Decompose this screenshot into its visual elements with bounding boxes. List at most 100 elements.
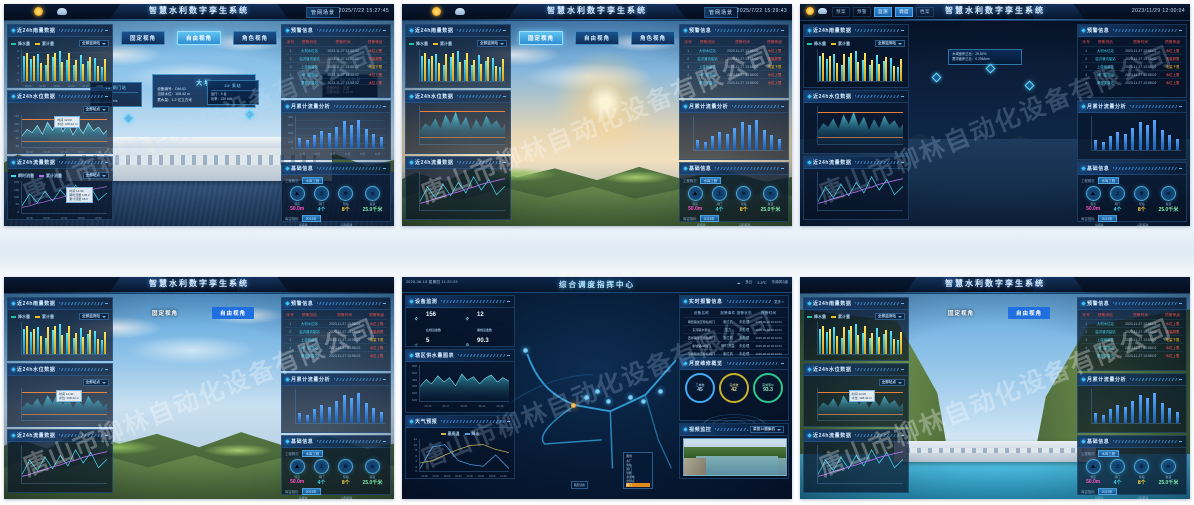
stat-pump[interactable]: ⚙ 泵站 8个 xyxy=(1134,186,1150,213)
legend-item-5[interactable]: 监测点 xyxy=(626,478,635,483)
table-row[interactable]: 2 溢洪道流量站 2023-11-27 13:58:02 流量超限 xyxy=(285,54,387,63)
basic-year-button[interactable]: 2023年 xyxy=(301,488,321,495)
scene-3d-1[interactable]: 大坝 设备编号：DM-01 当前水位：108.42 m 蓄水量：1.2 亿立方米… xyxy=(4,20,394,226)
basic-year-button[interactable]: 2023年 xyxy=(1097,488,1117,495)
stat-channel[interactable]: ≋ 渠道 25.0千米 xyxy=(1159,459,1178,486)
basic-tag-button[interactable]: 水库工程 xyxy=(301,177,324,184)
month-flow-panel[interactable]: 月累计流量分析 400 300 200 100 0 xyxy=(281,100,391,160)
panel-collapse-icon[interactable] xyxy=(503,96,506,97)
stat-gate[interactable]: ⚓ 闸门 4个 xyxy=(711,186,727,213)
legend-item-0[interactable]: 水厂 xyxy=(626,458,632,463)
panel-collapse-icon[interactable] xyxy=(383,303,386,304)
panel-collapse-icon[interactable] xyxy=(1179,441,1182,442)
dashboard-screenshot-6[interactable]: 固定视角 自由视角 近24h雨量数据 降水量 累计量 全部监测站 xyxy=(800,277,1190,499)
panel-collapse-icon[interactable] xyxy=(105,30,108,31)
table-row[interactable]: 3 上游雨量站 2023-11-27 13:58:02 电量下限 xyxy=(1081,335,1183,344)
view-button-fixed[interactable]: 固定视角 xyxy=(151,311,178,317)
legend-item-3[interactable]: 管网 xyxy=(626,470,632,475)
stat-gate[interactable]: ⚓ 闸门 4个 xyxy=(1109,459,1125,486)
rain-panel[interactable]: 近24h雨量数据 降水量 累计量 全部监测站 xyxy=(7,297,113,361)
panel-collapse-icon[interactable] xyxy=(105,369,108,370)
table-row[interactable]: 2 溢洪道流量站 2023-11-27 13:58:02 流量超限 xyxy=(1081,54,1183,63)
panel-collapse-icon[interactable] xyxy=(105,303,108,304)
table-row[interactable]: 5 渠首流量站 2023-11-27 13:58:02 水位上限 xyxy=(285,78,387,86)
table-row[interactable]: 新城路2#闸门 瞬时流量 未处理 2025-06-18 09:12:04 xyxy=(683,341,785,350)
stat-gate[interactable]: ⚓ 闸门 4个 xyxy=(1109,186,1125,213)
sun-icon[interactable] xyxy=(806,7,814,15)
panel-collapse-icon[interactable] xyxy=(781,168,784,169)
map-node-valve-2[interactable] xyxy=(640,399,646,405)
table-row[interactable]: 3 上游雨量站 2023-11-27 13:58:02 电量下限 xyxy=(683,62,785,71)
basic-info-panel[interactable]: 基础信息 工程概况 水库工程 ⛰ 坝高 50.0m ⚓ 闸门 4个 ⚙ 泵站 8个 ≋ 渠道 2… xyxy=(679,162,789,226)
pump-info-card[interactable]: 2# 泵站 运行：3 台 功率：220 kW xyxy=(206,79,259,105)
stat-pump[interactable]: ⚙ 泵站 8个 xyxy=(736,186,752,213)
view-button-free[interactable]: 自由视角 xyxy=(1008,307,1051,319)
month-flow-panel[interactable]: 月累计流量分析 xyxy=(1077,100,1187,160)
sun-icon[interactable] xyxy=(432,7,441,16)
cloud-icon[interactable] xyxy=(455,8,465,15)
scene-tag[interactable]: 管网场景 xyxy=(703,7,738,18)
panel-collapse-icon[interactable] xyxy=(383,441,386,442)
area-info-card[interactable]: 水域面积占比：29.52% 蓄滞面积占比：0.295/km² xyxy=(948,48,1023,65)
stat-channel[interactable]: ≋ 渠道 25.0千米 xyxy=(761,186,780,213)
rain-panel[interactable]: 近24h雨量数据 降水量 累计量 全部监测站 8 6 4 xyxy=(7,24,113,88)
panel-collapse-icon[interactable] xyxy=(105,435,108,436)
table-row[interactable]: 1 大坝水位站 2023-11-27 13:58:02 水位上限 xyxy=(683,46,785,55)
map-node-pump-2[interactable] xyxy=(605,399,611,405)
cloud-icon[interactable] xyxy=(57,8,67,15)
panel-collapse-icon[interactable] xyxy=(781,106,784,107)
basic-tag-button[interactable]: 水库工程 xyxy=(301,450,324,457)
basic-year-button[interactable]: 2023年 xyxy=(301,215,321,222)
panel-collapse-icon[interactable] xyxy=(901,96,904,97)
month-maintenance-panel[interactable]: 月度维修概览 工单数 45 完成数 42 xyxy=(679,357,789,436)
panel-collapse-icon[interactable] xyxy=(901,369,904,370)
view-button-fixed[interactable]: 固定视角 xyxy=(947,311,974,317)
panel-collapse-icon[interactable] xyxy=(503,30,506,31)
level-station-select[interactable]: 全部站点 xyxy=(82,106,109,113)
basic-year-button[interactable]: 2023年 xyxy=(699,215,719,222)
rain-station-select[interactable]: 全部监测站 xyxy=(477,40,507,47)
layer-switch-button[interactable]: 图层切换 xyxy=(570,480,588,489)
level-panel[interactable]: 近24h水位数据 全部站点 xyxy=(803,363,909,427)
panel-collapse-icon[interactable] xyxy=(901,303,904,304)
view-button-fixed[interactable]: 固定视角 xyxy=(120,31,165,45)
camera-feed[interactable] xyxy=(683,438,787,476)
table-row[interactable]: 1 大坝水位站 2023-11-27 13:58:02 水位上限 xyxy=(285,46,387,55)
rain-station-select[interactable]: 全部监测站 xyxy=(875,313,905,320)
level-station-select[interactable]: 全部站点 xyxy=(82,379,109,386)
rain-panel[interactable]: 近24h雨量数据 降水量 累计量 全部监测站 xyxy=(803,297,909,361)
map-node-valve-1[interactable] xyxy=(627,395,633,400)
view-mode-buttons-1[interactable]: 固定视角 自由视角 角色视角 xyxy=(120,31,278,45)
panel-collapse-icon[interactable] xyxy=(1179,303,1182,304)
stat-pump[interactable]: ⚙ 泵站 8个 xyxy=(338,186,354,213)
stat-dam[interactable]: ⛰ 坝高 50.0m xyxy=(687,186,703,212)
table-row[interactable]: 沿线路加压泵站闸门 液位低 未处理 2025-06-18 09:12:04 xyxy=(683,349,785,357)
table-row[interactable]: 5 渠首流量站 2023-11-27 13:58:02 水位上限 xyxy=(285,351,387,359)
flow-panel[interactable]: 近24h流量数据 xyxy=(405,156,511,220)
stat-pump[interactable]: ⚙ 泵站 8个 xyxy=(338,459,354,486)
map-node-pump-1[interactable] xyxy=(594,388,600,394)
panel-collapse-icon[interactable] xyxy=(781,30,784,31)
nav-tab-monitor[interactable]: 监测 xyxy=(874,7,892,17)
realtime-alarm-panel[interactable]: 实时报警信息 更多 > 设备名称 报警事件 报警状态 报警时间 朝阳路加压泵站闸… xyxy=(679,295,789,357)
legend-item-4[interactable]: 水源地 xyxy=(626,474,635,479)
pipeline-network-map[interactable]: 图例 水厂 泵站 闸门 管网 水源地 监测点 阀门 图层切换 xyxy=(488,293,706,497)
flow-panel[interactable]: 近24h流量数据 xyxy=(7,429,113,493)
view-mode-buttons-2[interactable]: 固定视角 自由视角 角色视角 xyxy=(518,31,676,45)
stat-dam[interactable]: ⛰ 坝高 50.0m xyxy=(289,459,305,485)
map-node-plant[interactable] xyxy=(583,395,589,400)
basic-tag-button[interactable]: 水库工程 xyxy=(1097,177,1120,184)
rain-panel[interactable]: 近24h雨量数据 降水量 累计量 全部监测站 xyxy=(405,24,511,88)
table-row[interactable]: 2 溢洪道流量站 2023-11-27 13:58:02 流量超限 xyxy=(285,327,387,336)
table-row[interactable]: 4 闸门监测站 2023-11-27 13:58:02 水位上限 xyxy=(285,70,387,79)
panel-collapse-icon[interactable] xyxy=(383,106,386,107)
table-row[interactable]: 4 闸门监测站 2023-11-27 13:58:02 水位上限 xyxy=(683,70,785,79)
table-row[interactable]: 东河取水泵站 压力 未处理 2025-06-18 09:12:04 xyxy=(683,325,785,334)
legend-item-6[interactable]: 阀门 xyxy=(626,482,651,487)
table-row[interactable]: 4 闸门监测站 2023-11-27 13:58:02 水位上限 xyxy=(1081,343,1183,352)
view-button-role[interactable]: 角色视角 xyxy=(631,31,676,45)
rain-station-select[interactable]: 全部监测站 xyxy=(79,313,109,320)
panel-collapse-icon[interactable] xyxy=(1179,30,1182,31)
flow-panel[interactable]: 近24h流量数据 瞬时流量 累计流量 全部站点 200 150 100 xyxy=(7,156,113,220)
dashboard-screenshot-3[interactable]: 水域面积占比：29.52% 蓄滞面积占比：0.295/km² 近24h雨量数据 … xyxy=(800,4,1190,226)
